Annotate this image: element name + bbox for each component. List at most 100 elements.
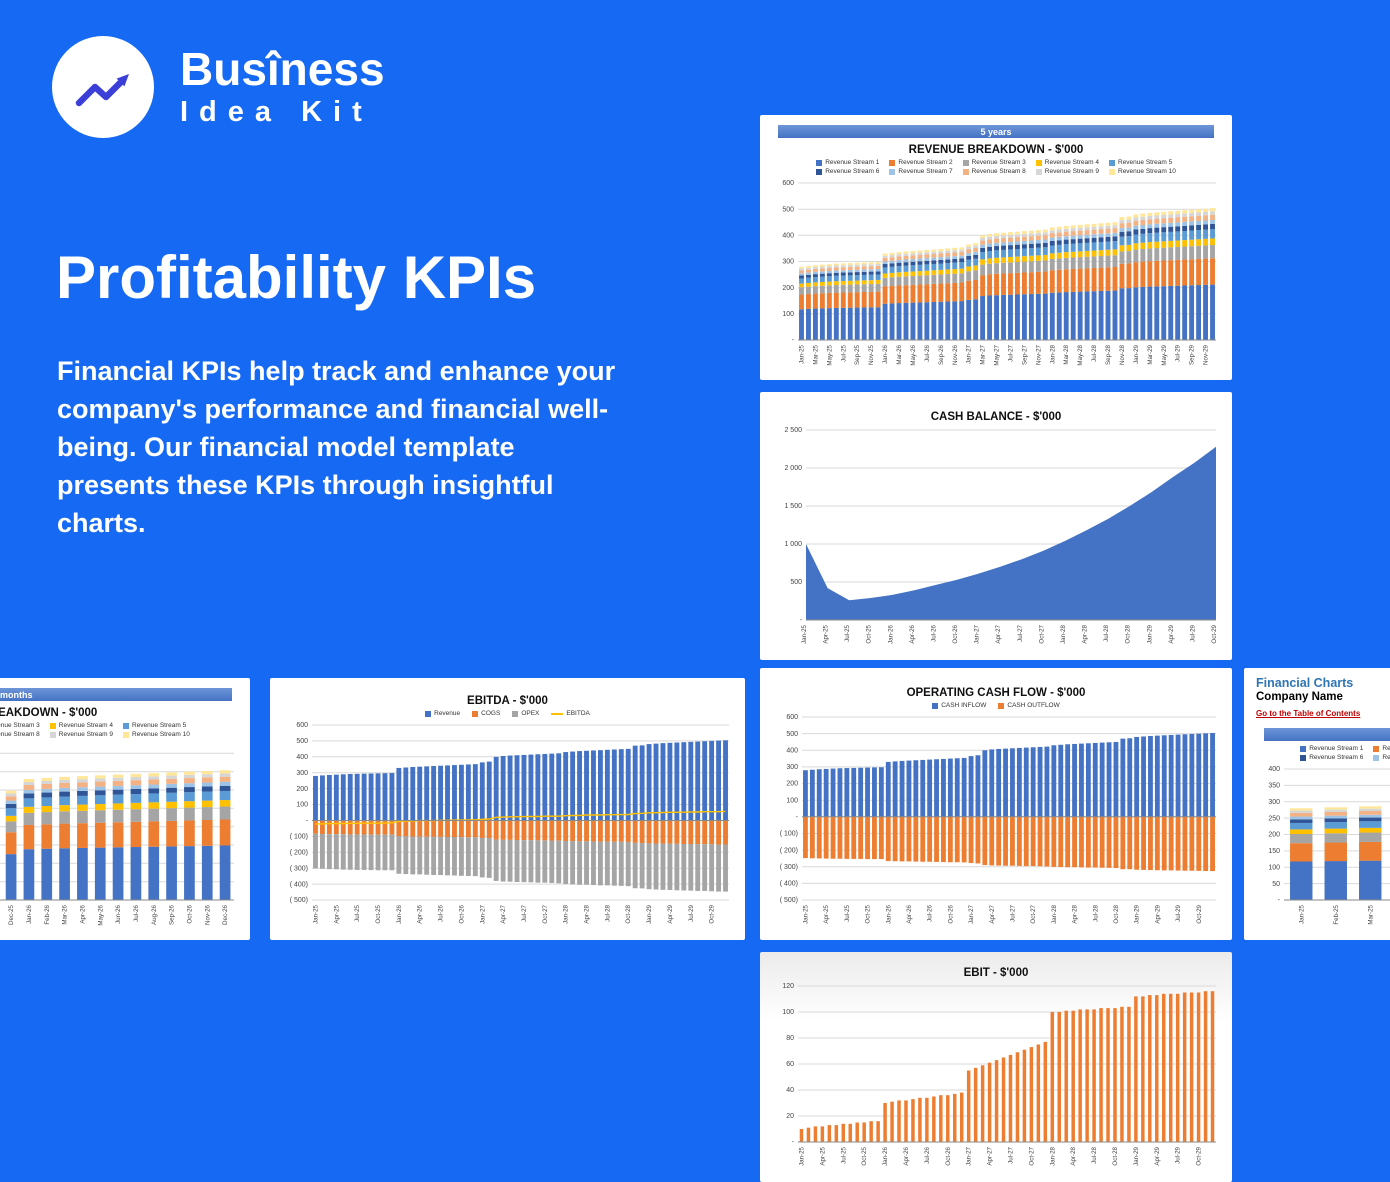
svg-text:Apr-26: Apr-26 [79,904,86,923]
svg-text:1 500: 1 500 [784,503,802,510]
svg-text:Oct-26: Oct-26 [947,904,954,923]
svg-text:Jan-29: Jan-29 [1134,904,1141,923]
legend-swatch [1373,754,1380,761]
svg-text:-: - [796,814,799,821]
svg-text:Jul-27: Jul-27 [1017,624,1024,641]
legend-item: Revenue Stream 8 [962,168,1026,175]
svg-text:1 000: 1 000 [784,541,802,548]
svg-text:Oct-28: Oct-28 [1113,904,1120,923]
legend-item: Revenue Stream 9 [1035,168,1099,175]
legend-swatch [1109,159,1115,166]
svg-text:Apr-29: Apr-29 [1154,1146,1161,1165]
legend-swatch [998,702,1005,709]
chart-plot: 600 500 400 300 200 100 - ( 100) ( 200) ( 300) ( 4… [768,712,1224,934]
legend-swatch [1035,159,1042,166]
svg-text:Jul-27: Jul-27 [1009,904,1016,921]
chart-title: EBIT - $'000 [963,967,1029,979]
svg-text:Jan-28: Jan-28 [1051,904,1058,923]
chart-period-badge: 5 years [778,125,1214,138]
legend-swatch [816,159,823,166]
chart-title: REVENUE BREAKDOWN - $'000 [908,144,1084,156]
svg-text:Oct-25: Oct-25 [375,904,382,923]
svg-text:300: 300 [296,770,308,777]
legend-item: Revenue [425,710,460,717]
legend-item: Revenue Stream 4 [1035,159,1099,166]
svg-text:Oct-27: Oct-27 [542,904,549,923]
svg-text:Apr-28: Apr-28 [584,904,591,923]
svg-text:Oct-25: Oct-25 [861,1146,868,1165]
svg-text:Apr-26: Apr-26 [417,904,424,923]
svg-text:Apr-28: Apr-28 [1082,624,1089,643]
sheet-header: Financial Charts Company Name Go to the … [1254,676,1390,728]
legend-item: CASH INFLOW [932,702,986,709]
svg-text:May-27: May-27 [994,344,1001,365]
svg-text:Jan-25: Jan-25 [803,904,810,923]
svg-text:60: 60 [786,1061,794,1068]
chart-plot: 400 350 300 250 200 150 100 50 - Jan-25 Feb-25 Mar-… [1254,764,1390,934]
svg-text:Oct-25: Oct-25 [866,624,873,643]
logo-circle [52,36,154,138]
svg-text:Apr-26: Apr-26 [906,904,913,923]
svg-text:100: 100 [782,1009,794,1016]
svg-text:600: 600 [296,722,308,729]
svg-text:Apr-26: Apr-26 [903,1146,910,1165]
legend-item: Revenue Stream 2 [1373,745,1390,752]
svg-text:May-26: May-26 [97,904,104,925]
chart-title: OPERATING CASH FLOW - $'000 [906,687,1086,699]
svg-text:Jul-27: Jul-27 [1008,1146,1015,1163]
svg-text:Jan-28: Jan-28 [1060,624,1067,643]
svg-text:350: 350 [1268,783,1280,790]
svg-text:Feb-26: Feb-26 [44,904,51,924]
legend-swatch [1300,745,1307,752]
svg-text:400: 400 [782,233,794,240]
svg-text:Nov-28: Nov-28 [1119,344,1126,365]
ebitda-chart: Revenue COGS OPEX EBITDA 600 500 400 300 200 100… [278,709,737,934]
chart-plot: 600 500 400 300 200 100 - ( 100) ( 200) ( 300) ( 4… [278,720,737,934]
svg-text:Apr-27: Apr-27 [500,904,507,923]
revenue-breakdown-12m-chart: Revenue Stream 1 Revenue Stream 2 Revenue … [1254,744,1390,934]
svg-text:20: 20 [786,1113,794,1120]
cash-balance-svg: 2 500 2 000 1 500 1 000 500 -Jan-25 Apr-25 Jul-… [784,427,1218,644]
svg-text:Oct-26: Oct-26 [186,904,193,923]
legend-item: CASH OUTFLOW [998,702,1060,709]
svg-text:Sep-26: Sep-26 [169,904,176,925]
svg-text:Sep-25: Sep-25 [854,344,861,365]
chart-title: CASH BALANCE - $'000 [930,411,1062,423]
svg-text:Mar-29: Mar-29 [1147,344,1154,364]
legend-swatch [932,702,939,709]
svg-text:Oct-27: Oct-27 [1038,624,1045,643]
svg-text:Jul-28: Jul-28 [1103,624,1110,641]
svg-text:Jul-29: Jul-29 [688,904,695,921]
svg-text:Oct-26: Oct-26 [952,624,959,643]
chart-card-cash-balance: CASH BALANCE - $'000 2 500 2 000 1 500 1 00… [760,392,1232,660]
table-of-contents-link[interactable]: Go to the Table of Contents [1256,709,1361,718]
svg-text:200: 200 [782,285,794,292]
svg-text:Dec-26: Dec-26 [222,904,229,925]
svg-text:Oct-28: Oct-28 [1125,624,1132,643]
promo-canvas: Busîness Idea Kit Profitability KPIs Fin… [0,36,1390,1182]
svg-text:400: 400 [786,748,798,755]
svg-text:400: 400 [296,754,308,761]
svg-text:Sep-29: Sep-29 [1189,344,1196,365]
svg-text:Jul-25: Jul-25 [844,904,851,921]
svg-text:( 400): ( 400) [290,881,308,888]
chart-title: REVENUE BREAKDOWN - $'000 [0,707,98,719]
chart-title: EBITDA - $'000 [467,695,548,707]
svg-text:Nov-27: Nov-27 [1035,344,1042,365]
chart-period-badge: 24 months [0,688,232,701]
svg-text:Jan-25: Jan-25 [799,344,806,363]
svg-text:250: 250 [1268,815,1280,822]
svg-text:Oct-29: Oct-29 [709,904,716,923]
svg-text:Jul-29: Jul-29 [1189,624,1196,641]
legend-item: OPEX [512,710,539,717]
chart-card-operating-cash-flow: OPERATING CASH FLOW - $'000 CASH INFLOW C… [760,668,1232,940]
svg-text:600: 600 [782,180,794,187]
svg-text:Jan-29: Jan-29 [1133,1146,1140,1165]
legend-item: Revenue Stream 10 [1109,168,1176,175]
financial-charts-heading: Financial Charts [1256,676,1354,690]
svg-text:Jan-25: Jan-25 [1298,904,1305,923]
svg-text:200: 200 [786,781,798,788]
page-title: Profitability KPIs [56,244,537,311]
operating-cash-flow-svg: 600 500 400 300 200 100 - ( 100) ( 200) ( 300) ( 4… [780,714,1216,924]
legend-item: Revenue Stream 3 [962,159,1026,166]
